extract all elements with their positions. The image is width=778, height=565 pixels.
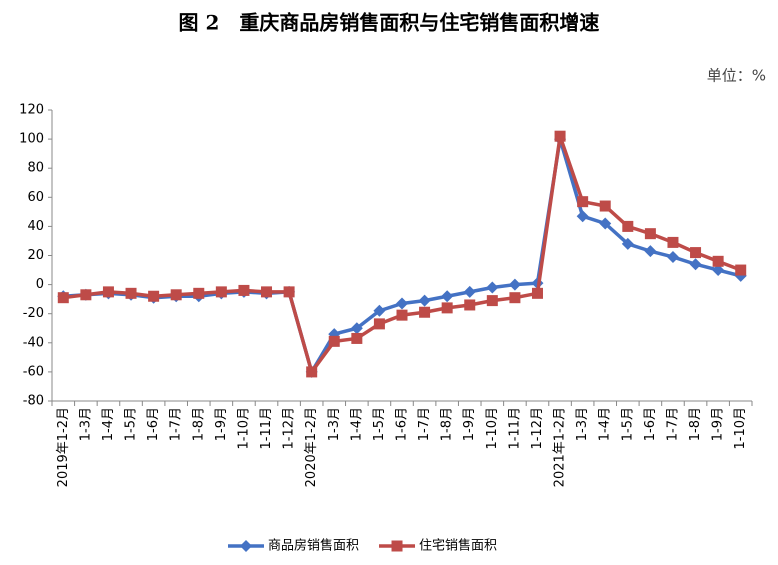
marker — [531, 287, 543, 299]
marker — [238, 284, 250, 296]
marker — [215, 286, 227, 298]
marker — [712, 255, 724, 267]
y-tick-label: 60 — [27, 190, 44, 205]
marker — [283, 286, 295, 298]
x-tick-label: 2021年1-2月 — [553, 407, 568, 487]
legend-marker — [240, 540, 252, 552]
marker — [441, 290, 454, 303]
x-tick-label: 1-4月 — [349, 407, 364, 441]
x-tick-label: 1-8月 — [688, 407, 703, 441]
marker — [486, 281, 499, 294]
y-tick-label: 20 — [27, 248, 44, 263]
marker — [690, 247, 702, 259]
marker — [509, 292, 521, 304]
marker — [712, 264, 725, 277]
legend-label: 商品房销售面积 — [268, 538, 359, 554]
x-tick-label: 1-4月 — [598, 407, 613, 441]
marker — [622, 220, 634, 232]
legend-marker — [391, 540, 403, 552]
x-tick-label: 1-12月 — [282, 407, 297, 450]
marker — [148, 290, 160, 302]
marker — [125, 287, 137, 299]
marker — [554, 130, 566, 142]
x-tick-label: 1-3月 — [575, 407, 590, 441]
unit-label: 单位：% — [707, 67, 766, 85]
y-tick-label: 80 — [27, 161, 44, 176]
marker — [396, 309, 408, 321]
marker — [306, 366, 318, 378]
x-tick-label: 1-4月 — [101, 407, 116, 441]
marker — [418, 294, 431, 307]
marker — [193, 287, 205, 299]
marker — [577, 196, 589, 208]
marker — [351, 332, 363, 344]
y-tick-label: 120 — [19, 103, 44, 118]
marker — [373, 318, 385, 330]
chart-title: 图 2 重庆商品房销售面积与住宅销售面积增速 — [179, 11, 600, 35]
x-tick-label: 1-12月 — [530, 407, 545, 450]
x-tick-label: 1-10月 — [485, 407, 500, 450]
marker — [644, 228, 656, 240]
marker — [667, 236, 679, 248]
x-tick-label: 1-7月 — [417, 407, 432, 441]
marker — [102, 286, 114, 298]
x-tick-label: 1-11月 — [507, 407, 522, 450]
y-tick-label: -60 — [23, 364, 44, 379]
x-tick-label: 1-11月 — [259, 407, 274, 450]
y-tick-label: 100 — [19, 132, 44, 147]
y-tick-label: -40 — [23, 335, 44, 350]
marker — [464, 299, 476, 311]
marker — [644, 245, 657, 258]
marker — [735, 264, 747, 276]
y-tick-label: -80 — [23, 394, 44, 409]
y-tick-label: 40 — [27, 219, 44, 234]
x-tick-label: 1-10月 — [733, 407, 748, 450]
x-tick-label: 1-9月 — [214, 407, 229, 441]
marker — [261, 286, 273, 298]
x-tick-label: 1-3月 — [327, 407, 342, 441]
x-tick-label: 1-5月 — [124, 407, 139, 441]
x-tick-label: 1-6月 — [146, 407, 161, 441]
marker — [599, 200, 611, 212]
x-tick-label: 2019年1-2月 — [56, 407, 71, 487]
marker — [57, 292, 69, 304]
legend-label: 住宅销售面积 — [419, 538, 497, 554]
series-line — [63, 137, 742, 374]
marker — [170, 289, 182, 301]
marker — [373, 304, 386, 317]
marker — [419, 306, 431, 318]
marker — [666, 250, 679, 263]
x-tick-label: 1-5月 — [620, 407, 635, 441]
marker — [621, 237, 634, 250]
x-tick-label: 1-10月 — [236, 407, 251, 450]
marker — [508, 278, 521, 291]
marker — [80, 289, 92, 301]
x-tick-label: 1-3月 — [78, 407, 93, 441]
x-tick-label: 1-7月 — [665, 407, 680, 441]
x-tick-label: 1-6月 — [395, 407, 410, 441]
marker — [599, 217, 612, 230]
marker — [576, 210, 589, 223]
x-tick-label: 1-8月 — [191, 407, 206, 441]
x-tick-label: 1-9月 — [711, 407, 726, 441]
x-tick-label: 2020年1-2月 — [304, 407, 319, 487]
y-tick-label: 0 — [36, 277, 44, 292]
marker — [396, 297, 408, 310]
marker — [350, 322, 363, 335]
x-tick-label: 1-9月 — [462, 407, 477, 441]
marker — [328, 335, 340, 347]
marker — [486, 295, 498, 307]
y-tick-label: -20 — [23, 306, 44, 321]
series-line — [63, 134, 742, 374]
marker — [463, 285, 476, 298]
x-tick-label: 1-7月 — [169, 407, 184, 441]
x-tick-label: 1-5月 — [372, 407, 387, 441]
x-tick-label: 1-8月 — [440, 407, 455, 441]
marker — [689, 258, 702, 271]
marker — [441, 302, 453, 314]
x-tick-label: 1-6月 — [643, 407, 658, 441]
